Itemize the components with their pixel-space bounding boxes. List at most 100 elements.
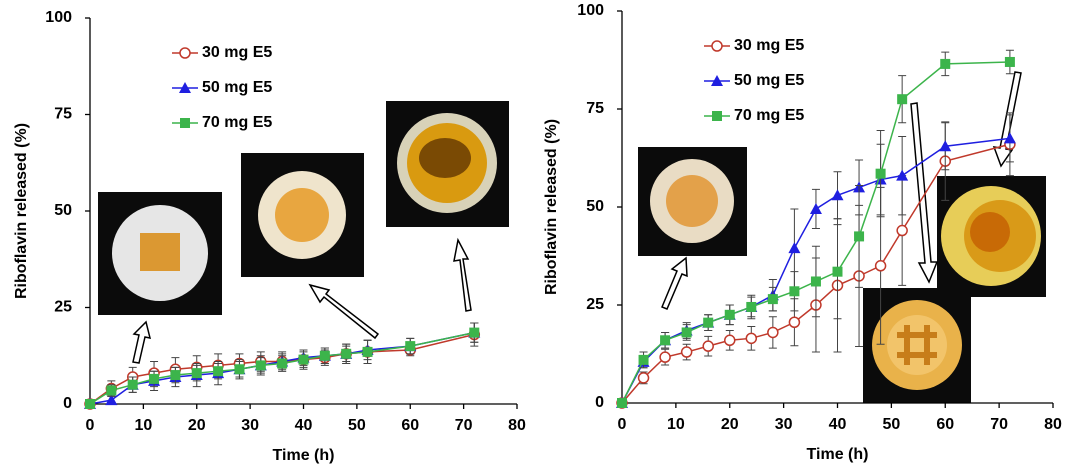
y-axis-label: Riboflavin released (%) <box>13 123 30 299</box>
legend-marker <box>712 41 722 51</box>
figure: 025507510001020304050607080Time (h)Ribof… <box>0 0 1075 475</box>
legend-label: 30 mg E5 <box>734 37 804 54</box>
y-tick-label: 100 <box>45 9 72 26</box>
arrow <box>310 285 378 338</box>
x-tick-label: 70 <box>990 416 1008 433</box>
legend-label: 30 mg E5 <box>202 44 272 61</box>
y-tick-label: 50 <box>586 198 604 215</box>
marker <box>85 399 95 409</box>
y-tick-label: 25 <box>54 299 72 316</box>
arrow <box>133 322 150 363</box>
marker <box>725 310 735 320</box>
legend-marker <box>712 111 722 121</box>
x-tick-label: 40 <box>829 416 847 433</box>
marker <box>170 370 180 380</box>
marker <box>788 242 800 253</box>
marker <box>192 368 202 378</box>
y-tick-label: 100 <box>577 2 604 19</box>
x-tick-label: 40 <box>295 417 313 434</box>
marker <box>299 355 309 365</box>
marker <box>768 294 778 304</box>
marker <box>405 341 415 351</box>
y-tick-label: 0 <box>595 394 604 411</box>
marker <box>363 347 373 357</box>
x-tick-label: 80 <box>508 417 526 434</box>
legend-label: 70 mg E5 <box>734 107 804 124</box>
marker <box>149 374 159 384</box>
legend-label: 50 mg E5 <box>202 79 272 96</box>
marker <box>746 333 756 343</box>
marker <box>896 170 908 181</box>
marker <box>940 59 950 69</box>
y-tick-label: 25 <box>586 296 604 313</box>
marker <box>469 328 479 338</box>
x-tick-label: 50 <box>882 416 900 433</box>
marker <box>682 327 692 337</box>
x-tick-label: 50 <box>348 417 366 434</box>
x-tick-label: 70 <box>455 417 473 434</box>
x-tick-label: 60 <box>401 417 419 434</box>
legend-marker <box>180 118 190 128</box>
marker <box>277 358 287 368</box>
marker <box>768 327 778 337</box>
legend-label: 50 mg E5 <box>734 72 804 89</box>
marker <box>106 385 116 395</box>
marker <box>789 286 799 296</box>
marker <box>320 351 330 361</box>
marker <box>639 355 649 365</box>
x-tick-label: 0 <box>86 417 95 434</box>
marker <box>617 398 627 408</box>
marker <box>213 366 223 376</box>
y-tick-label: 75 <box>54 106 72 123</box>
marker <box>660 335 670 345</box>
marker <box>682 347 692 357</box>
x-axis-label: Time (h) <box>807 446 869 463</box>
marker <box>876 169 886 179</box>
marker <box>256 360 266 370</box>
legend-label: 70 mg E5 <box>202 114 272 131</box>
x-tick-label: 0 <box>618 416 627 433</box>
marker <box>1005 57 1015 67</box>
y-tick-label: 0 <box>63 395 72 412</box>
arrow <box>994 72 1021 166</box>
legend-marker <box>180 48 190 58</box>
marker <box>725 335 735 345</box>
marker <box>128 380 138 390</box>
photo-left-2 <box>241 153 364 277</box>
marker <box>639 373 649 383</box>
marker <box>810 203 822 214</box>
marker <box>746 302 756 312</box>
marker <box>876 261 886 271</box>
marker <box>854 231 864 241</box>
marker <box>811 276 821 286</box>
marker <box>789 317 799 327</box>
photo-left-3 <box>386 101 509 227</box>
x-axis-label: Time (h) <box>273 447 335 464</box>
marker <box>660 352 670 362</box>
x-tick-label: 20 <box>188 417 206 434</box>
photo-right-1 <box>638 147 747 256</box>
y-tick-label: 50 <box>54 202 72 219</box>
x-tick-label: 30 <box>775 416 793 433</box>
x-tick-label: 10 <box>134 417 152 434</box>
x-tick-label: 80 <box>1044 416 1062 433</box>
marker <box>703 318 713 328</box>
y-axis-label: Riboflavin released (%) <box>543 119 560 295</box>
photo-right-2 <box>937 176 1046 297</box>
marker <box>341 349 351 359</box>
x-tick-label: 20 <box>721 416 739 433</box>
arrow <box>662 258 687 309</box>
y-tick-label: 75 <box>586 100 604 117</box>
photo-right-3 <box>863 288 971 403</box>
marker <box>832 189 844 200</box>
x-tick-label: 10 <box>667 416 685 433</box>
marker <box>234 364 244 374</box>
marker <box>897 94 907 104</box>
x-tick-label: 30 <box>241 417 259 434</box>
photo-left-1 <box>98 192 222 315</box>
x-tick-label: 60 <box>936 416 954 433</box>
arrow <box>454 240 471 311</box>
marker <box>897 226 907 236</box>
arrow <box>911 103 937 282</box>
marker <box>703 341 713 351</box>
